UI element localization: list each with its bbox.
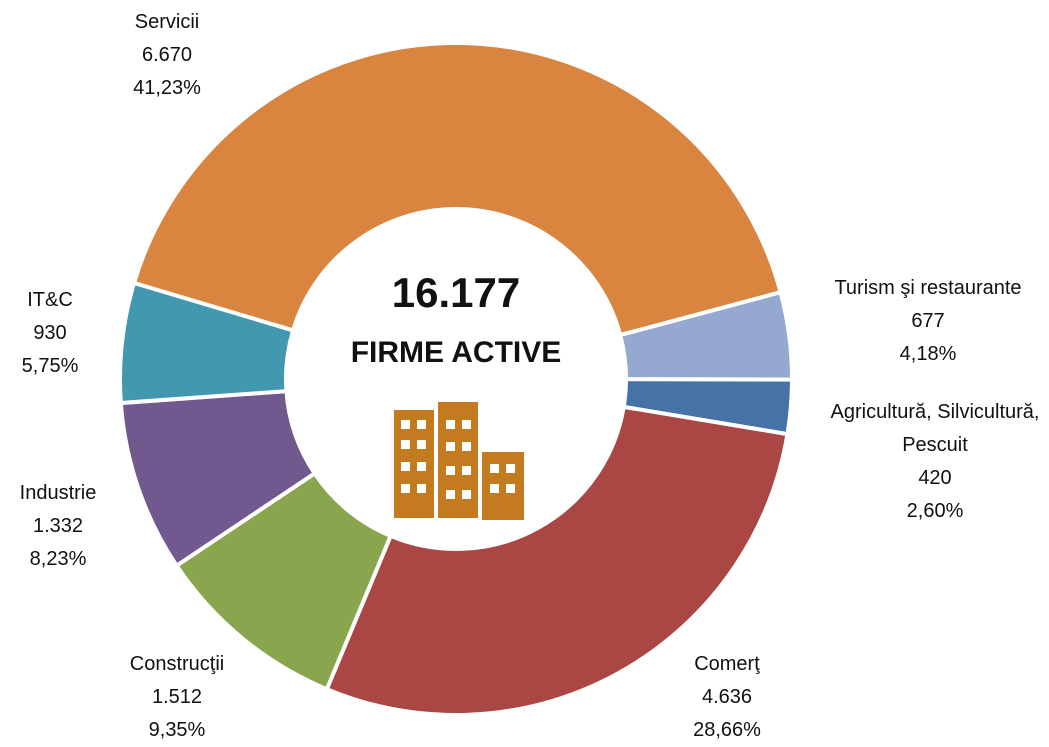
value-label: 677: [911, 310, 945, 332]
slice: [324, 404, 790, 717]
slice: [118, 280, 296, 406]
category-name: Agricultură, Silvicultură, Pescuit: [830, 401, 1040, 456]
category-name: Servicii: [134, 11, 200, 33]
category-name: Construcţii: [129, 653, 225, 675]
slice-label: Construcţii 1.512 9,35%: [130, 648, 224, 747]
slices: [118, 41, 795, 717]
slice-label: Industrie 1.332 8,23%: [20, 477, 97, 576]
slice: [131, 41, 784, 338]
slice-label: Turism şi restaurante 677 4,18%: [834, 272, 1021, 371]
percent-label: 28,66%: [693, 719, 761, 741]
slice-label: Agricultură, Silvicultură, Pescuit 420 2,6…: [825, 396, 1045, 528]
percent-label: 2,60%: [906, 500, 964, 522]
building-icon: [394, 402, 524, 520]
value-label: 420: [918, 467, 952, 489]
percent-label: 41,23%: [133, 77, 201, 99]
category-name: Comerţ: [694, 653, 760, 675]
slice-label: Servicii 6.670 41,23%: [133, 6, 201, 105]
slice-label: IT&C 930 5,75%: [22, 284, 79, 383]
slice-label: Comerţ 4.636 28,66%: [693, 648, 761, 747]
category-name: Turism şi restaurante: [834, 277, 1022, 299]
value-label: 4.636: [701, 686, 753, 708]
center-label: FIRME ACTIVE: [351, 336, 562, 369]
percent-label: 9,35%: [148, 719, 206, 741]
value-label: 6.670: [141, 44, 193, 66]
percent-label: 8,23%: [29, 548, 87, 570]
percent-label: 4,18%: [899, 343, 957, 365]
value-label: 930: [33, 322, 67, 344]
category-name: IT&C: [27, 289, 73, 311]
percent-label: 5,75%: [21, 355, 79, 377]
category-name: Industrie: [19, 482, 97, 504]
value-label: 1.512: [151, 686, 203, 708]
center-value: 16.177: [392, 269, 520, 316]
value-label: 1.332: [32, 515, 84, 537]
